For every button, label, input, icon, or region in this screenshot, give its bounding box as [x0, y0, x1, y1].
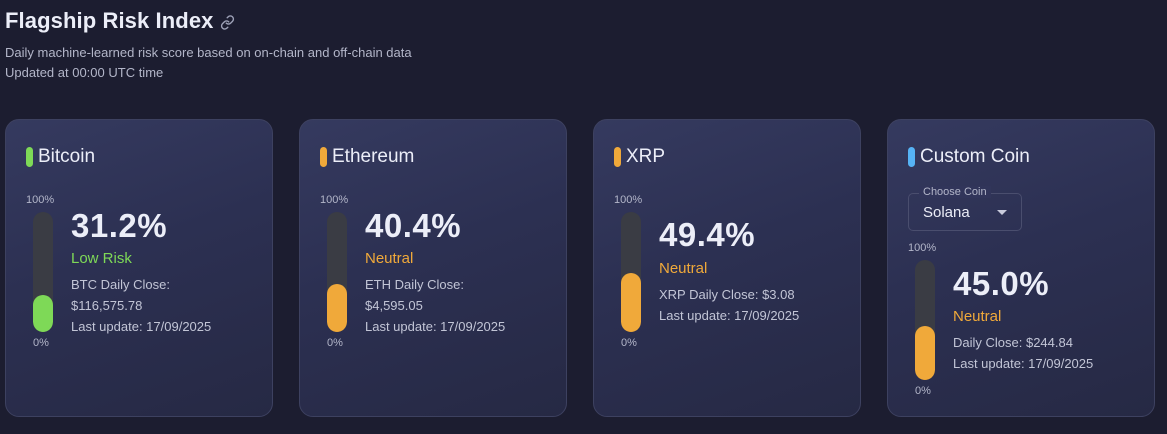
choose-coin-value: Solana: [923, 204, 970, 221]
coin-name: XRP: [626, 146, 666, 167]
gauge-max-label: 100%: [908, 242, 937, 254]
coin-info: XRP Daily Close: $3.08 Last update: 17/0…: [659, 284, 849, 326]
risk-percentage: 31.2%: [71, 207, 168, 244]
status-dot: [26, 147, 33, 167]
card-custom-coin: Custom Coin Choose Coin Solana 100% 0% 4…: [887, 119, 1155, 417]
gauge-min-label: 0%: [915, 385, 931, 397]
choose-coin-select[interactable]: Choose Coin Solana: [908, 186, 1022, 231]
last-update: Last update: 17/09/2025: [953, 356, 1094, 371]
card-name: XRP: [614, 146, 665, 168]
risk-gauge: [915, 260, 935, 380]
page-header: Flagship Risk Index Daily machine-learne…: [5, 8, 412, 83]
page-subtitle: Daily machine-learned risk score based o…: [5, 43, 412, 83]
gauge-min-label: 0%: [621, 337, 637, 349]
daily-close-label: ETH Daily Close:: [365, 277, 464, 292]
page-title: Flagship Risk Index: [5, 8, 214, 33]
risk-percentage: 49.4%: [659, 216, 756, 253]
risk-label: Low Risk: [71, 250, 132, 267]
card-name: Bitcoin: [26, 146, 95, 168]
risk-label: Neutral: [659, 260, 708, 277]
card-name: Custom Coin: [908, 146, 1030, 168]
gauge-max-label: 100%: [320, 194, 349, 206]
link-icon[interactable]: [220, 14, 236, 30]
gauge-max-label: 100%: [614, 194, 643, 206]
coin-name: Custom Coin: [920, 146, 1030, 167]
risk-gauge-fill: [915, 326, 935, 380]
risk-gauge-fill: [327, 283, 347, 332]
subtitle-updated: Updated at 00:00 UTC time: [5, 65, 164, 80]
risk-gauge: [327, 212, 347, 332]
gauge-min-label: 0%: [327, 337, 343, 349]
card-xrp: XRP 100% 0% 49.4% Neutral XRP Daily Clos…: [593, 119, 861, 417]
card-bitcoin: Bitcoin 100% 0% 31.2% Low Risk BTC Daily…: [5, 119, 273, 417]
daily-close-value: $116,575.78: [71, 298, 143, 313]
risk-gauge-fill: [33, 294, 53, 332]
subtitle-description: Daily machine-learned risk score based o…: [5, 45, 412, 60]
risk-gauge-fill: [621, 272, 641, 332]
last-update: Last update: 17/09/2025: [659, 308, 800, 323]
coin-info: ETH Daily Close: $4,595.05 Last update: …: [365, 274, 555, 337]
card-ethereum: Ethereum 100% 0% 40.4% Neutral ETH Daily…: [299, 119, 567, 417]
coin-info: BTC Daily Close: $116,575.78 Last update…: [71, 274, 261, 337]
coin-info: Daily Close: $244.84 Last update: 17/09/…: [953, 332, 1143, 374]
gauge-min-label: 0%: [33, 337, 49, 349]
daily-close-label: XRP Daily Close: $3.08: [659, 287, 795, 302]
status-dot: [320, 147, 327, 167]
status-dot: [614, 147, 621, 167]
last-update: Last update: 17/09/2025: [71, 319, 212, 334]
status-dot: [908, 147, 915, 167]
coin-name: Ethereum: [332, 146, 415, 167]
risk-gauge: [33, 212, 53, 332]
risk-percentage: 45.0%: [953, 265, 1050, 302]
risk-percentage: 40.4%: [365, 207, 462, 244]
chevron-down-icon: [997, 210, 1007, 215]
risk-label: Neutral: [365, 250, 414, 267]
last-update: Last update: 17/09/2025: [365, 319, 506, 334]
daily-close-value: $4,595.05: [365, 298, 423, 313]
risk-gauge: [621, 212, 641, 332]
daily-close-label: BTC Daily Close:: [71, 277, 170, 292]
title-row: Flagship Risk Index: [5, 8, 412, 34]
daily-close-label: Daily Close: $244.84: [953, 335, 1073, 350]
choose-coin-label: Choose Coin: [919, 186, 991, 198]
gauge-max-label: 100%: [26, 194, 55, 206]
coin-name: Bitcoin: [38, 146, 96, 167]
risk-label: Neutral: [953, 308, 1002, 325]
card-name: Ethereum: [320, 146, 414, 168]
